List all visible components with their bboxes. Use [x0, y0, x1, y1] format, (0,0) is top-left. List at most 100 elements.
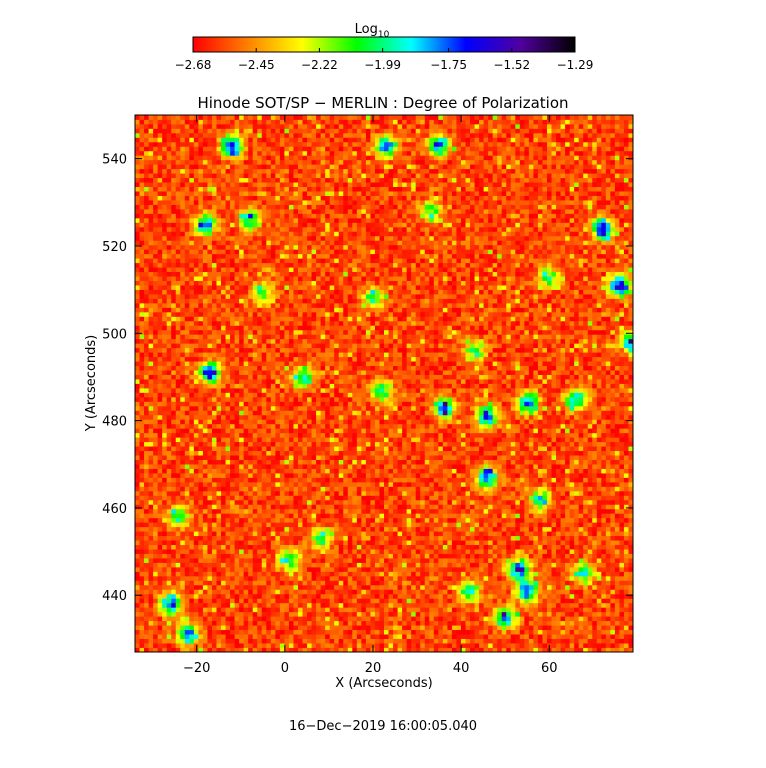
heatmap-cell — [556, 517, 561, 523]
heatmap-cell — [153, 540, 159, 546]
heatmap-cell — [297, 544, 303, 550]
heatmap-cell — [565, 513, 571, 519]
heatmap-cell — [605, 549, 611, 554]
heatmap-cell — [438, 486, 444, 492]
heatmap-cell — [216, 517, 222, 523]
heatmap-cell — [162, 616, 168, 622]
heatmap-cell — [320, 593, 326, 599]
heatmap-cell — [411, 531, 417, 537]
heatmap-cell — [275, 625, 281, 631]
heatmap-cell — [384, 611, 389, 617]
heatmap-cell — [429, 486, 435, 492]
heatmap-cell — [524, 450, 530, 456]
heatmap-cell — [338, 589, 344, 595]
heatmap-cell — [180, 535, 186, 541]
heatmap-cell — [325, 464, 331, 469]
heatmap-cell — [510, 508, 516, 514]
heatmap-cell — [365, 638, 371, 644]
heatmap-cell — [248, 459, 254, 465]
heatmap-cell — [288, 473, 294, 478]
heatmap-cell — [388, 580, 394, 586]
heatmap-cell — [537, 647, 543, 652]
heatmap-cell — [605, 508, 611, 514]
heatmap-cell — [497, 450, 503, 456]
heatmap-cell — [596, 549, 602, 554]
heatmap-cell — [157, 616, 163, 622]
heatmap-cell — [497, 486, 503, 492]
heatmap-cell — [288, 584, 294, 590]
heatmap-cell — [479, 629, 484, 635]
heatmap-cell — [171, 553, 177, 559]
heatmap-cell — [465, 455, 471, 460]
heatmap-cell — [510, 629, 516, 635]
heatmap-cell — [424, 473, 430, 478]
heatmap-cell — [320, 616, 326, 622]
heatmap-cell — [506, 620, 512, 626]
heatmap-cell — [184, 616, 190, 622]
heatmap-cell — [596, 553, 602, 559]
heatmap-cell — [619, 558, 625, 563]
heatmap-cell — [239, 584, 245, 590]
heatmap-cell — [365, 580, 371, 586]
heatmap-cell — [574, 647, 580, 652]
heatmap-cell — [497, 575, 503, 581]
heatmap-cell — [433, 526, 439, 532]
heatmap-cell — [510, 455, 516, 460]
heatmap-cell — [248, 477, 254, 483]
heatmap-cell — [361, 526, 367, 532]
heatmap-cell — [302, 508, 308, 514]
heatmap-cell — [338, 450, 344, 456]
heatmap-cell — [153, 643, 159, 648]
heatmap-cell — [307, 450, 312, 456]
heatmap-cell — [252, 593, 258, 599]
heatmap-cell — [202, 593, 208, 599]
heatmap-cell — [297, 468, 303, 474]
heatmap-cell — [587, 450, 593, 456]
heatmap-cell — [424, 566, 430, 572]
heatmap-cell — [519, 584, 525, 590]
heatmap-cell — [492, 549, 498, 554]
heatmap-cell — [248, 549, 254, 554]
heatmap-cell — [230, 580, 235, 586]
heatmap-cell — [320, 575, 326, 581]
heatmap-cell — [501, 616, 507, 622]
heatmap-cell — [216, 558, 222, 563]
heatmap-cell — [592, 450, 598, 456]
heatmap-cell — [148, 643, 154, 648]
heatmap-cell — [483, 490, 489, 496]
heatmap-cell — [288, 531, 294, 537]
heatmap-cell — [420, 490, 426, 496]
heatmap-cell — [279, 522, 285, 528]
heatmap-cell — [397, 468, 403, 474]
heatmap-cell — [302, 571, 308, 577]
heatmap-cell — [221, 634, 226, 639]
heatmap-cell — [488, 464, 494, 469]
heatmap-cell — [325, 629, 331, 635]
heatmap-cell — [234, 602, 240, 608]
heatmap-cell — [234, 629, 240, 635]
heatmap-cell — [379, 473, 385, 478]
heatmap-cell — [279, 495, 285, 501]
heatmap-cell — [519, 620, 525, 626]
heatmap-cell — [207, 481, 213, 487]
heatmap-cell — [189, 464, 195, 469]
heatmap-cell — [316, 566, 322, 572]
heatmap-cell — [162, 531, 168, 537]
heatmap-cell — [221, 504, 226, 510]
heatmap-cell — [601, 522, 607, 528]
heatmap-cell — [574, 584, 580, 590]
heatmap-cell — [320, 634, 326, 639]
heatmap-cell — [533, 634, 539, 639]
heatmap-cell — [166, 625, 172, 631]
heatmap-cell — [202, 625, 208, 631]
heatmap-cell — [361, 517, 367, 523]
heatmap-cell — [148, 531, 154, 537]
heatmap-cell — [275, 544, 281, 550]
heatmap-cell — [252, 513, 258, 519]
heatmap-cell — [189, 455, 195, 460]
heatmap-cell — [402, 455, 408, 460]
heatmap-cell — [239, 634, 245, 639]
heatmap-cell — [415, 455, 421, 460]
heatmap-cell — [370, 549, 376, 554]
heatmap-cell — [370, 504, 376, 510]
